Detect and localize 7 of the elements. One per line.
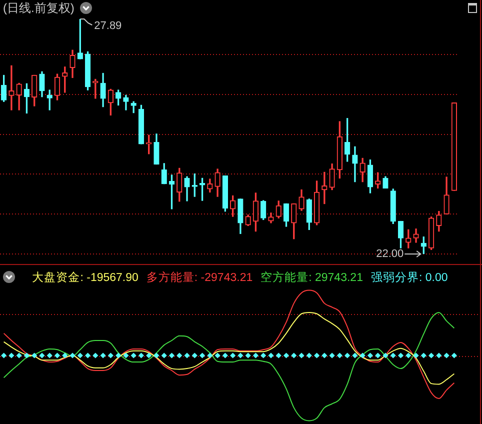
text: 多方能量: -29743.21: [146, 271, 253, 285]
text: 空方能量: 29743.21: [260, 271, 363, 285]
annotation: 22.00: [376, 248, 404, 260]
annotation: 27.89: [94, 20, 122, 32]
chart-title: (日线.前复权): [3, 1, 74, 15]
text: 强弱分界: 0.00: [370, 271, 448, 285]
text: 大盘资金: -19567.90: [32, 271, 138, 285]
